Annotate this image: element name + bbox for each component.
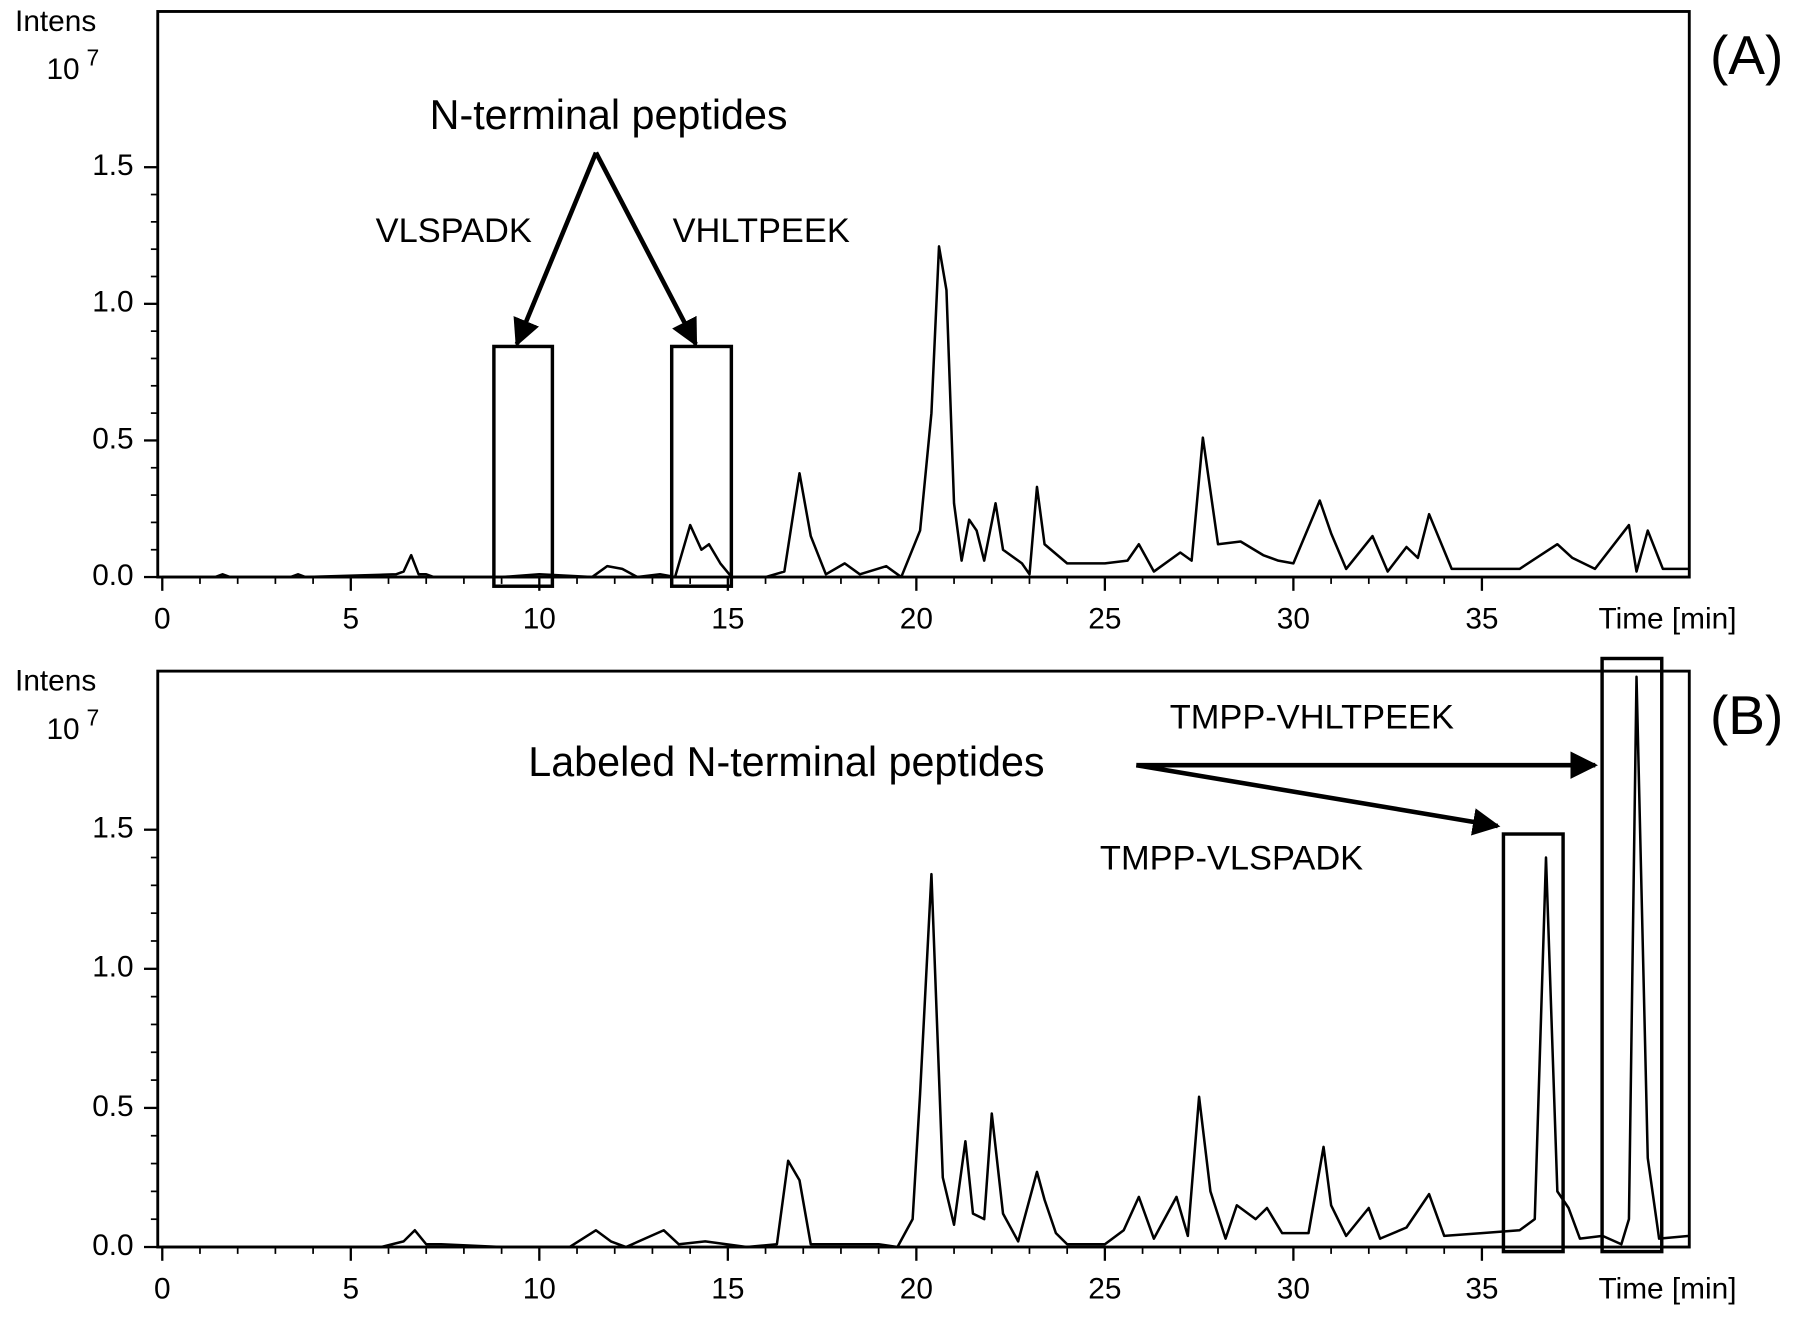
y-scale-base: 10 (46, 713, 79, 746)
y-scale-exponent: 7 (87, 704, 100, 730)
y-scale-base: 10 (46, 53, 79, 86)
annotation: N-terminal peptides (430, 92, 788, 138)
x-tick-label: 10 (523, 1272, 556, 1305)
chromatogram-trace (162, 675, 1690, 1249)
highlight-box (1501, 832, 1565, 1254)
y-tick-label: 0.5 (92, 1090, 133, 1123)
x-axis-label: Time [min] (1598, 1272, 1736, 1305)
panel-label: (A) (1710, 24, 1783, 86)
arrow (1135, 762, 1501, 836)
x-tick-label: 25 (1088, 1272, 1121, 1305)
y-scale-exponent: 7 (87, 45, 100, 71)
x-tick-label: 10 (523, 603, 556, 636)
x-tick-label: 15 (711, 1272, 744, 1305)
y-tick-label: 0.5 (92, 422, 133, 455)
chromatogram-trace (162, 245, 1690, 579)
x-tick-label: 30 (1277, 1272, 1310, 1305)
x-tick-label: 25 (1088, 603, 1121, 636)
y-scale: 10 7 (46, 704, 99, 745)
x-axis-label: Time [min] (1598, 603, 1736, 636)
annotation: VLSPADK (376, 212, 532, 250)
x-tick-label: 20 (900, 1272, 933, 1305)
y-tick-label: 1.5 (92, 812, 133, 845)
annotation: TMPP-VLSPADK (1100, 840, 1363, 878)
y-axis-label: Intens (15, 5, 96, 38)
y-tick-label: 1.0 (92, 951, 133, 984)
y-axis-label: Intens (15, 664, 96, 697)
y-tick-label: 0.0 (92, 559, 133, 592)
annotation: Labeled N-terminal peptides (528, 739, 1044, 785)
plot-frame (156, 10, 1691, 579)
y-tick-label: 1.0 (92, 286, 133, 319)
x-tick-label: 30 (1277, 603, 1310, 636)
x-tick-label: 15 (711, 603, 744, 636)
x-tick-label: 0 (154, 603, 171, 636)
x-tick-label: 5 (343, 1272, 360, 1305)
panel-label: (B) (1710, 684, 1783, 746)
y-tick-label: 1.5 (92, 149, 133, 182)
x-tick-label: 0 (154, 1272, 171, 1305)
arrow (593, 151, 698, 347)
x-tick-label: 35 (1465, 603, 1498, 636)
y-tick-label: 0.0 (92, 1229, 133, 1262)
x-tick-label: 5 (343, 603, 360, 636)
x-tick-label: 20 (900, 603, 933, 636)
plot-frame (156, 669, 1691, 1249)
highlight-box (1600, 656, 1664, 1254)
annotation: VHLTPEEK (673, 212, 850, 250)
highlight-box (669, 344, 734, 588)
y-scale: 10 7 (46, 45, 99, 86)
arrow (513, 151, 599, 347)
highlight-box (492, 344, 555, 588)
annotation: TMPP-VHLTPEEK (1170, 698, 1454, 736)
x-tick-label: 35 (1465, 1272, 1498, 1305)
